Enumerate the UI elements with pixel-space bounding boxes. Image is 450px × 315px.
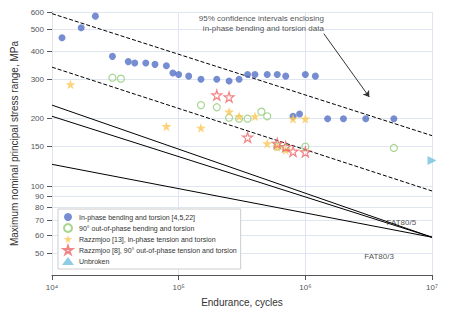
svg-text:500: 500 — [31, 25, 45, 34]
svg-text:10⁷: 10⁷ — [426, 283, 438, 292]
svg-text:10⁶: 10⁶ — [299, 283, 311, 292]
svg-text:300: 300 — [31, 75, 45, 84]
svg-text:FAT80/3: FAT80/3 — [364, 252, 394, 261]
svg-text:10⁵: 10⁵ — [173, 283, 185, 292]
svg-text:90: 90 — [35, 192, 44, 201]
svg-text:60: 60 — [35, 231, 44, 240]
svg-text:Unbroken: Unbroken — [79, 258, 109, 265]
svg-text:600: 600 — [31, 8, 45, 17]
svg-text:400: 400 — [31, 47, 45, 56]
svg-text:Razzmjoo [8], 90° out-of-phase: Razzmjoo [8], 90° out-of-phase tension a… — [79, 247, 237, 255]
svg-text:10⁴: 10⁴ — [46, 283, 59, 292]
svg-text:In-phase bending and torsion [: In-phase bending and torsion [4,5,22] — [79, 214, 195, 222]
svg-text:Razzmjoo [13], in-phase tensio: Razzmjoo [13], in-phase tension and tors… — [79, 236, 216, 244]
svg-text:FAT80/5: FAT80/5 — [387, 218, 417, 227]
svg-text:Maximum nominal principal stre: Maximum nominal principal stress range, … — [9, 41, 20, 247]
svg-text:Endurance, cycles: Endurance, cycles — [201, 297, 283, 308]
svg-text:in-phase bending and torsion d: in-phase bending and torsion data — [203, 24, 325, 33]
svg-text:95% confidence intervals enclo: 95% confidence intervals enclosing — [199, 14, 324, 23]
svg-text:150: 150 — [31, 142, 45, 151]
svg-text:90° out-of-phase bending and t: 90° out-of-phase bending and torsion — [79, 225, 194, 233]
svg-text:50: 50 — [35, 249, 44, 258]
svg-text:70: 70 — [35, 216, 44, 225]
svg-text:80: 80 — [35, 203, 44, 212]
svg-text:200: 200 — [31, 114, 45, 123]
svg-text:100: 100 — [31, 182, 45, 191]
